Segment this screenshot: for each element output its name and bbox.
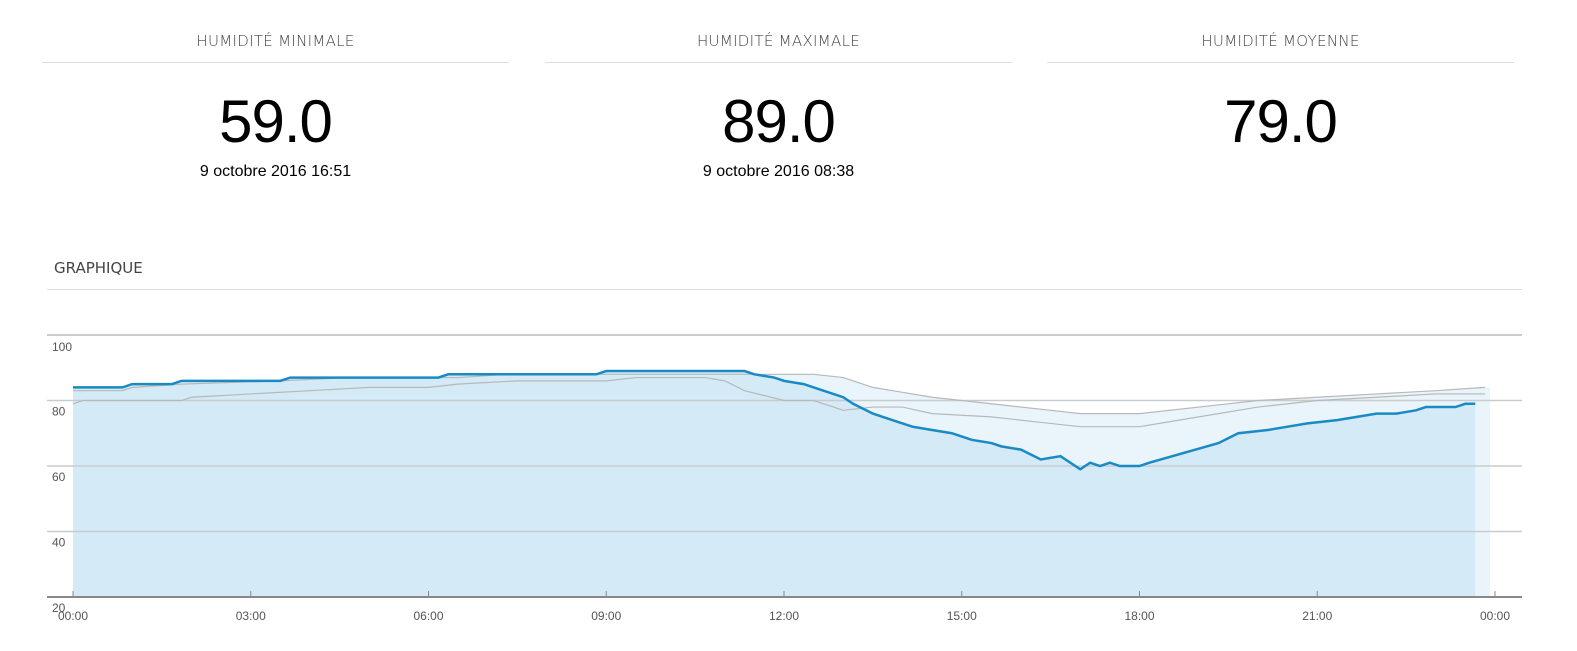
stat-min-humidity: HUMIDITÉ MINIMALE 59.0 9 octobre 2016 16… — [42, 0, 509, 181]
x-tick-label: 12:00 — [769, 609, 799, 623]
graph-title: GRAPHIQUE — [54, 259, 143, 277]
y-tick-label: 80 — [52, 405, 66, 419]
stat-label: HUMIDITÉ MAXIMALE — [545, 32, 1012, 63]
stat-value: 79.0 — [1224, 88, 1338, 155]
x-tick-label: 09:00 — [591, 609, 621, 623]
x-tick-label: 00:00 — [1480, 609, 1510, 623]
stat-date: 9 octobre 2016 08:38 — [702, 163, 855, 180]
stat-label: HUMIDITÉ MOYENNE — [1047, 32, 1514, 63]
x-tick-label: 06:00 — [413, 609, 443, 623]
main-area — [73, 371, 1476, 597]
x-tick-label: 03:00 — [236, 609, 266, 623]
stat-avg-humidity: HUMIDITÉ MOYENNE 79.0 — [1047, 0, 1514, 157]
y-tick-label: 100 — [52, 340, 72, 354]
y-tick-label: 40 — [52, 536, 66, 550]
stat-max-humidity: HUMIDITÉ MAXIMALE 89.0 9 octobre 2016 08… — [545, 0, 1012, 181]
stat-value: 89.0 — [722, 88, 836, 155]
x-tick-label: 18:00 — [1124, 609, 1154, 623]
humidity-line — [73, 369, 1476, 471]
x-tick-label: 21:00 — [1302, 609, 1332, 623]
y-tick-label: 20 — [52, 601, 66, 615]
stat-label: HUMIDITÉ MINIMALE — [42, 32, 509, 63]
stat-date: 9 octobre 2016 16:51 — [199, 163, 352, 180]
divider — [47, 289, 1522, 290]
y-tick-label: 60 — [52, 470, 66, 484]
stat-value: 59.0 — [219, 88, 333, 155]
min-line — [72, 376, 1486, 428]
x-tick-label: 00:00 — [58, 609, 88, 623]
x-tick-label: 15:00 — [947, 609, 977, 623]
